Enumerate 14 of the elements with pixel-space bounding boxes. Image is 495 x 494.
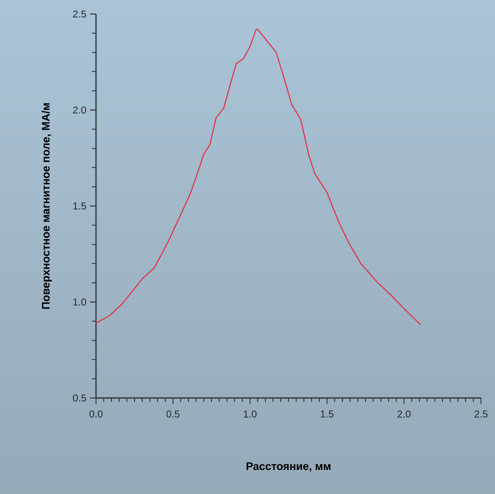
x-tick-label: 1.5	[320, 410, 334, 418]
y-axis-title: Поверхностное магнитное поле, МА/м	[42, 103, 52, 309]
x-tick-label: 1.0	[244, 410, 257, 418]
y-tick-label: 0.5	[73, 394, 86, 402]
x-tick-label: 0.5	[166, 410, 180, 418]
y-tick-label: 1.0	[73, 298, 86, 306]
x-tick-label: 2.0	[398, 410, 411, 418]
x-tick-label: 0.0	[89, 410, 103, 418]
x-axis-title: Расстояние, мм	[246, 462, 330, 472]
x-tick-label: 2.5	[474, 410, 488, 418]
y-tick-label: 1.5	[73, 202, 86, 210]
line-series	[95, 28, 422, 326]
y-tick-label: 2.5	[73, 10, 86, 18]
y-tick-label: 2.0	[73, 106, 86, 114]
